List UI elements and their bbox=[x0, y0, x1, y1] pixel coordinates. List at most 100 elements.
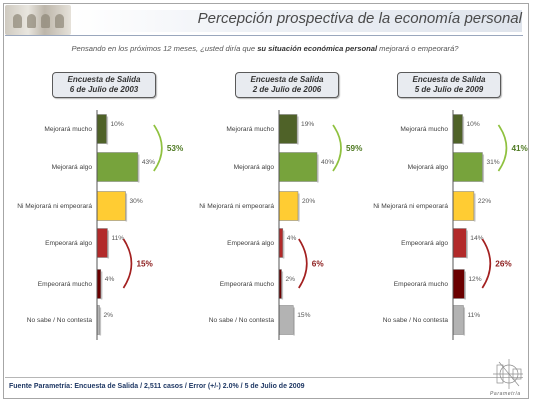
bar-empeorara-mucho bbox=[452, 269, 465, 299]
negative-total-label: 26% bbox=[495, 260, 512, 269]
slide-frame bbox=[3, 3, 529, 399]
bar-shadow bbox=[462, 116, 465, 145]
value-label-empeorara-mucho: 2% bbox=[286, 276, 296, 283]
category-label-mejorara-mucho: Mejorará mucho bbox=[226, 126, 274, 133]
value-label-no-sabe: 15% bbox=[297, 312, 310, 319]
bar-ni-mejorara bbox=[96, 191, 126, 221]
value-label-empeorara-mucho: 4% bbox=[105, 276, 115, 283]
bar-mejorara-algo bbox=[96, 152, 139, 182]
category-label-no-sabe: No sabe / No contesta bbox=[27, 317, 93, 324]
bar-mejorara-mucho bbox=[452, 114, 463, 144]
bar-shadow bbox=[281, 271, 284, 300]
value-label-empeorara-algo: 11% bbox=[111, 235, 124, 242]
bar-shadow bbox=[282, 230, 285, 259]
value-label-ni-mejorara: 20% bbox=[302, 198, 315, 205]
value-label-ni-mejorara: 30% bbox=[130, 198, 143, 205]
bar-mejorara-mucho bbox=[278, 114, 298, 144]
category-label-mejorara-mucho: Mejorará mucho bbox=[44, 126, 92, 133]
category-label-no-sabe: No sabe / No contesta bbox=[383, 317, 449, 324]
chart-panel-2006: Encuesta de Salida 2 de Julio de 2006 Me… bbox=[199, 72, 375, 372]
bar-mejorara-mucho bbox=[96, 114, 107, 144]
value-label-mejorara-mucho: 10% bbox=[111, 121, 124, 128]
negative-bracket bbox=[481, 238, 492, 289]
question-emphasis: su situación económica personal bbox=[257, 44, 378, 53]
negative-bracket bbox=[122, 238, 133, 289]
value-label-mejorara-algo: 43% bbox=[142, 159, 155, 166]
bar-shadow bbox=[125, 193, 128, 222]
bar-empeorara-algo bbox=[452, 228, 467, 258]
header-photo bbox=[5, 5, 71, 35]
positive-bracket bbox=[332, 124, 342, 172]
category-label-empeorara-algo: Empeorará algo bbox=[227, 240, 274, 247]
bar-ni-mejorara bbox=[452, 191, 475, 221]
footer-source: Fuente Parametría: Encuesta de Salida / … bbox=[9, 383, 305, 390]
value-label-mejorara-algo: 31% bbox=[486, 159, 499, 166]
header-bar bbox=[74, 10, 522, 32]
parametria-logo-icon bbox=[493, 359, 523, 389]
value-label-mejorara-mucho: 10% bbox=[467, 121, 480, 128]
category-label-no-sabe: No sabe / No contesta bbox=[209, 317, 275, 324]
positive-bracket bbox=[153, 124, 163, 172]
negative-bracket bbox=[298, 238, 308, 289]
positive-total-label: 53% bbox=[167, 144, 184, 153]
bar-shadow bbox=[297, 116, 299, 145]
bar-chart-2003: Mejorará mucho 10% Mejorará algo 43% Ni Mejo… bbox=[17, 110, 184, 340]
bar-shadow bbox=[298, 193, 300, 222]
bar-empeorara-algo bbox=[96, 228, 108, 258]
category-label-mejorara-algo: Mejorará algo bbox=[408, 164, 449, 171]
value-label-mejorara-mucho: 19% bbox=[301, 121, 314, 128]
bar-mejorara-algo bbox=[452, 152, 483, 182]
positive-bracket bbox=[497, 124, 508, 172]
bar-shadow bbox=[137, 154, 140, 183]
survey-label-box: Encuesta de Salida 2 de Julio de 2006 bbox=[235, 72, 339, 98]
survey-label-box: Encuesta de Salida 6 de Julio de 2003 bbox=[52, 72, 156, 98]
bar-shadow bbox=[107, 230, 110, 259]
bar-empeorara-mucho bbox=[96, 269, 102, 299]
survey-label-date: 6 de Julio de 2003 bbox=[69, 85, 139, 94]
chart-panel-2003: Encuesta de Salida 6 de Julio de 2003 Me… bbox=[17, 72, 192, 372]
bar-shadow bbox=[466, 230, 468, 259]
survey-label-date: 5 de Julio de 2009 bbox=[414, 85, 484, 94]
category-label-empeorara-mucho: Empeorará mucho bbox=[38, 281, 93, 288]
value-label-empeorara-mucho: 12% bbox=[468, 276, 481, 283]
category-label-mejorara-algo: Mejorará algo bbox=[234, 164, 275, 171]
category-label-mejorara-algo: Mejorará algo bbox=[52, 164, 93, 171]
chart-panel-2009: Encuesta de Salida 5 de Julio de 2009 Me… bbox=[373, 72, 534, 372]
positive-total-label: 59% bbox=[346, 144, 363, 153]
bar-shadow bbox=[106, 116, 109, 145]
bar-no-sabe bbox=[452, 305, 464, 335]
value-label-no-sabe: 11% bbox=[467, 312, 480, 319]
category-label-empeorara-algo: Empeorará algo bbox=[45, 240, 92, 247]
value-label-empeorara-algo: 4% bbox=[287, 235, 297, 242]
negative-total-label: 6% bbox=[312, 260, 325, 269]
category-label-empeorara-mucho: Empeorará mucho bbox=[220, 281, 275, 288]
negative-total-label: 15% bbox=[136, 260, 153, 269]
category-label-empeorara-mucho: Empeorará mucho bbox=[394, 281, 449, 288]
survey-label-box: Encuesta de Salida 5 de Julio de 2009 bbox=[397, 72, 501, 98]
value-label-mejorara-algo: 40% bbox=[321, 159, 334, 166]
logo-wordmark: Parametría bbox=[490, 391, 521, 397]
survey-label-line1: Encuesta de Salida bbox=[250, 75, 324, 84]
positive-total-label: 41% bbox=[511, 144, 528, 153]
category-label-empeorara-algo: Empeorará algo bbox=[401, 240, 448, 247]
survey-label-date: 2 de Julio de 2006 bbox=[252, 85, 322, 94]
value-label-empeorara-algo: 14% bbox=[470, 235, 483, 242]
survey-label-line1: Encuesta de Salida bbox=[67, 75, 141, 84]
bar-shadow bbox=[293, 307, 295, 336]
value-label-no-sabe: 2% bbox=[104, 312, 114, 319]
question-before: Pensando en los próximos 12 meses, ¿uste… bbox=[71, 44, 258, 53]
footer-divider bbox=[5, 377, 523, 378]
bar-shadow bbox=[99, 307, 102, 336]
question-after: mejorará o empeorará? bbox=[377, 44, 459, 53]
page-title: Percepción prospectiva de la economía pe… bbox=[197, 10, 522, 27]
bar-shadow bbox=[100, 271, 103, 300]
bar-chart-2009: Mejorará mucho 10% Mejorará algo 31% Ni Mejo… bbox=[373, 110, 529, 340]
bar-no-sabe bbox=[278, 305, 294, 335]
question-text: Pensando en los próximos 12 meses, ¿uste… bbox=[0, 44, 530, 53]
bar-ni-mejorara bbox=[278, 191, 299, 221]
bar-shadow bbox=[463, 307, 466, 336]
title-divider bbox=[5, 35, 523, 36]
bar-shadow bbox=[317, 154, 319, 183]
category-label-ni-mejorara: Ni Mejorará ni empeorará bbox=[199, 203, 274, 210]
category-label-mejorara-mucho: Mejorará mucho bbox=[400, 126, 448, 133]
